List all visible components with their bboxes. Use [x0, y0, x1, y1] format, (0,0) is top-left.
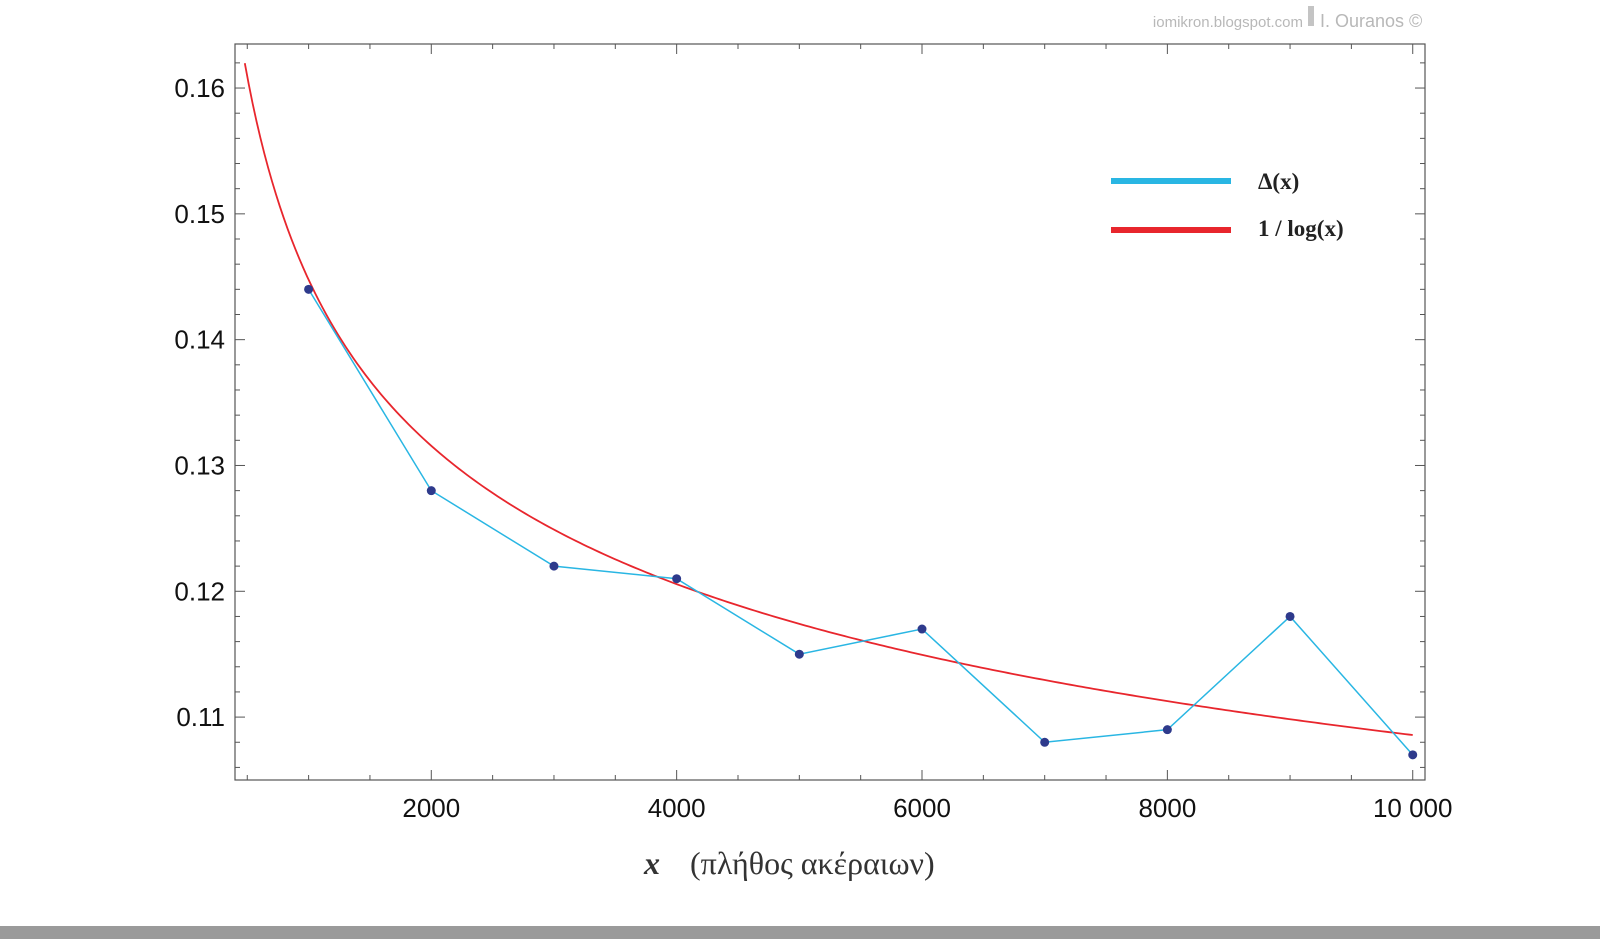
delta-point — [1408, 750, 1418, 760]
watermark-separator — [1308, 6, 1314, 26]
x-tick-label: 2000 — [402, 793, 460, 823]
delta-point — [304, 284, 314, 294]
delta-point — [1285, 611, 1295, 621]
delta-point — [672, 574, 682, 584]
y-tick-label: 0.16 — [174, 73, 225, 103]
x-axis-label-description: (πλήθος ακέραιων) — [690, 845, 935, 881]
axis-tick-labels: 2000 4000 6000 8000 10 000 0.11 0.12 0.13 0.14 0.… — [174, 73, 1452, 823]
x-axis-label: x (πλήθος ακέραιων) — [643, 845, 935, 881]
x-tick-label: 6000 — [893, 793, 951, 823]
x-axis-label-variable: x — [643, 845, 660, 881]
watermark-site: iomikron.blogspot.com — [1153, 14, 1303, 31]
y-tick-label: 0.15 — [174, 199, 225, 229]
y-tick-label: 0.11 — [176, 702, 225, 732]
watermark-author: I. Ouranos © — [1320, 11, 1422, 31]
watermark: iomikron.blogspot.com I. Ouranos © — [1153, 6, 1422, 31]
axis-ticks — [235, 44, 1425, 780]
series-1-over-log-curve — [243, 63, 1413, 736]
x-tick-label: 4000 — [648, 793, 706, 823]
x-tick-label: 10 000 — [1373, 793, 1453, 823]
plot-frame — [234, 43, 1426, 781]
delta-point — [1040, 737, 1050, 747]
delta-point — [794, 649, 804, 659]
delta-point — [426, 486, 436, 496]
series-delta-points — [304, 284, 1418, 760]
y-tick-label: 0.13 — [174, 450, 225, 480]
series-delta-line — [307, 288, 1414, 756]
legend: Δ(x) 1 / log(x) — [1111, 169, 1344, 241]
legend-label-curve: 1 / log(x) — [1258, 216, 1344, 241]
y-tick-label: 0.14 — [174, 325, 225, 355]
delta-point — [1162, 725, 1172, 735]
legend-label-delta: Δ(x) — [1258, 169, 1299, 194]
delta-point — [549, 561, 559, 571]
x-tick-label: 8000 — [1138, 793, 1196, 823]
bottom-bar — [0, 926, 1600, 939]
y-tick-label: 0.12 — [174, 576, 225, 606]
delta-point — [917, 624, 927, 634]
